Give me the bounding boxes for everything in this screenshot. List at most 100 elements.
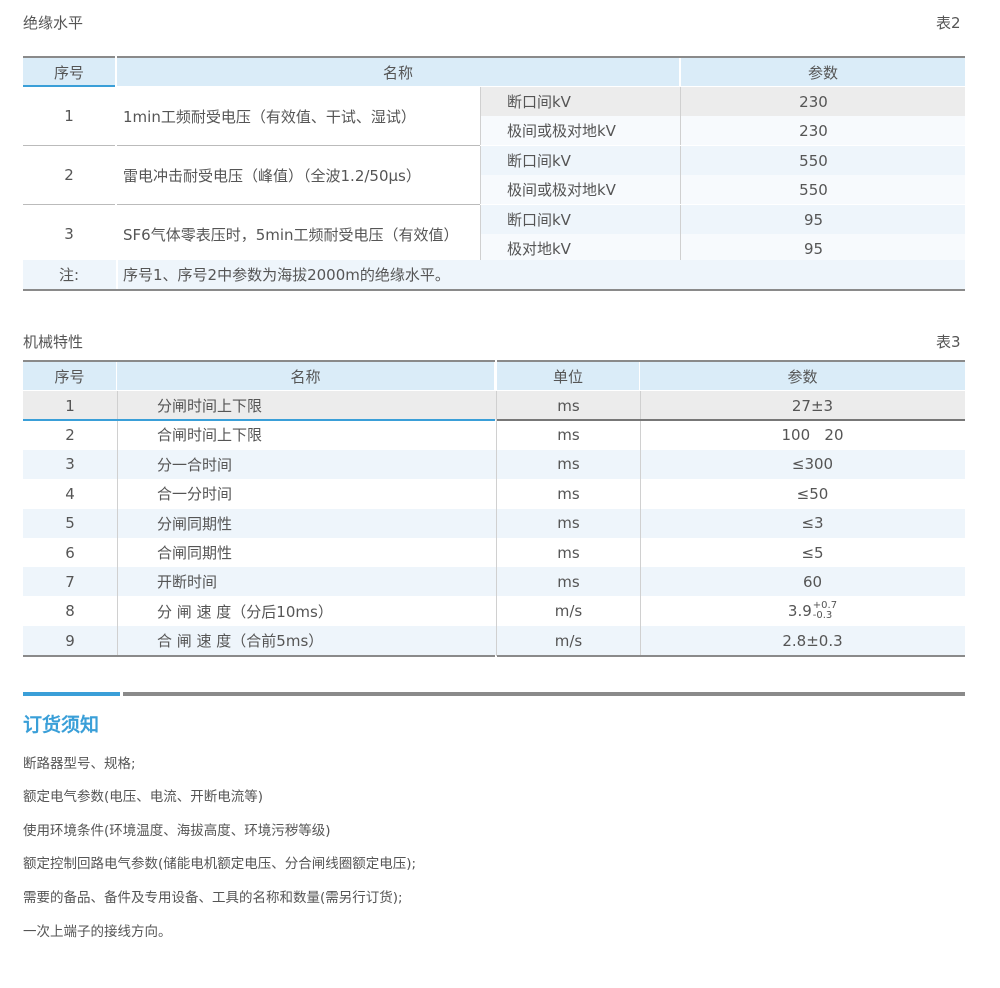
row-value: 3.9 +0.7 -0.3 xyxy=(640,597,985,626)
header-2: 单位 xyxy=(497,362,639,390)
row-no: 9 xyxy=(65,631,75,650)
row-value: 27±3 xyxy=(640,391,985,420)
ordering-item: 使用环境条件(环境温度、海拔高度、环境污秽等级) xyxy=(23,823,331,839)
divider xyxy=(496,479,497,509)
divider xyxy=(116,260,118,289)
divider xyxy=(117,508,118,539)
value-text: ≤3 xyxy=(801,514,824,533)
header-underline xyxy=(23,85,115,87)
param-value: 230 xyxy=(799,92,828,111)
rule xyxy=(23,360,495,362)
row-underline xyxy=(23,419,495,421)
rule xyxy=(497,655,965,657)
rule xyxy=(23,655,495,657)
divider xyxy=(640,479,641,509)
row-name: SF6气体零表压时，5min工频耐受电压（有效值） xyxy=(123,225,459,244)
value-text: 27±3 xyxy=(791,396,834,415)
tolerance: +0.7 -0.3 xyxy=(813,601,837,621)
row-no: 5 xyxy=(65,514,75,533)
divider xyxy=(640,626,641,656)
divider xyxy=(640,449,641,480)
value-text: 100 20 xyxy=(781,425,844,444)
row-no: 3 xyxy=(64,225,74,243)
row-name: 分闸同期性 xyxy=(157,514,233,533)
table2-label: 表2 xyxy=(936,14,961,32)
value-text: 3.9 xyxy=(787,602,812,621)
row-underline xyxy=(497,419,965,421)
row-unit: ms xyxy=(557,484,580,503)
divider xyxy=(640,567,641,597)
header-0: 序号 xyxy=(23,362,116,390)
row-value: 60 xyxy=(640,567,985,596)
divider xyxy=(496,626,497,656)
param-item: 断口间kV xyxy=(507,152,571,170)
row-line xyxy=(23,145,115,146)
row-no: 7 xyxy=(65,572,75,591)
row-name: 合一分时间 xyxy=(157,485,233,504)
divider xyxy=(117,538,118,568)
divider xyxy=(680,205,681,263)
ordering-title: 订货须知 xyxy=(23,714,100,736)
divider xyxy=(117,449,118,480)
row-name: 合闸时间上下限 xyxy=(157,426,263,445)
row-value: 100 20 xyxy=(640,420,985,449)
row-name: 分 闸 速 度（分后10ms） xyxy=(157,602,333,621)
row-value: ≤3 xyxy=(640,509,985,538)
row-name: 合闸同期性 xyxy=(157,544,233,562)
row-bg xyxy=(23,391,965,420)
row-bg xyxy=(23,479,965,509)
divider xyxy=(117,626,118,656)
rule xyxy=(117,56,965,58)
rule xyxy=(23,289,965,291)
divider xyxy=(640,420,641,450)
row-no: 2 xyxy=(64,166,74,184)
value-text: 60 xyxy=(802,572,823,591)
param-item: 断口间kV xyxy=(507,93,571,111)
row-no: 3 xyxy=(65,455,75,474)
divider xyxy=(640,391,641,421)
divider xyxy=(480,205,481,263)
note-text: 序号1、序号2中参数为海拔2000m的绝缘水平。 xyxy=(123,266,450,284)
row-name: 分一合时间 xyxy=(157,455,233,474)
section-divider-accent xyxy=(23,692,120,696)
param-value: 550 xyxy=(799,151,828,170)
divider xyxy=(496,449,497,480)
row-no: 4 xyxy=(65,484,75,503)
row-name: 合 闸 速 度（合前5ms） xyxy=(157,632,324,651)
divider xyxy=(117,596,118,627)
table3-label: 表3 xyxy=(936,333,961,351)
row-unit: ms xyxy=(557,572,580,591)
row-bg xyxy=(23,538,965,567)
divider xyxy=(117,567,118,597)
param-item: 极对地kV xyxy=(507,240,571,258)
row-bg xyxy=(23,420,965,450)
divider xyxy=(117,479,118,509)
section-divider xyxy=(123,692,965,696)
divider xyxy=(640,596,641,627)
tolerance-sup: +0.7 xyxy=(812,600,838,612)
row-name: 分闸时间上下限 xyxy=(157,397,263,415)
row-no: 8 xyxy=(65,602,75,621)
row-unit: ms xyxy=(557,455,580,474)
ordering-item: 额定控制回路电气参数(储能电机额定电压、分合闸线圈额定电压); xyxy=(23,856,417,872)
row-value: ≤5 xyxy=(640,538,985,567)
value-text: ≤50 xyxy=(796,484,829,503)
divider xyxy=(640,508,641,539)
row-line xyxy=(117,145,480,146)
ordering-item: 一次上端子的接线方向。 xyxy=(23,924,172,940)
rule xyxy=(497,360,965,362)
subrow-bg xyxy=(480,175,965,204)
divider xyxy=(496,567,497,597)
param-value: 95 xyxy=(803,210,824,229)
row-no: 1 xyxy=(65,396,75,415)
divider xyxy=(496,538,497,568)
param-item: 断口间kV xyxy=(507,211,571,229)
header-params: 参数 xyxy=(681,58,965,86)
row-unit: ms xyxy=(557,543,580,562)
tolerance-sub: -0.3 xyxy=(812,610,833,622)
divider xyxy=(640,538,641,568)
row-unit: m/s xyxy=(554,602,583,621)
row-no: 1 xyxy=(64,107,74,125)
row-value: 2.8±0.3 xyxy=(640,626,985,655)
ordering-item: 断路器型号、规格; xyxy=(23,756,136,772)
